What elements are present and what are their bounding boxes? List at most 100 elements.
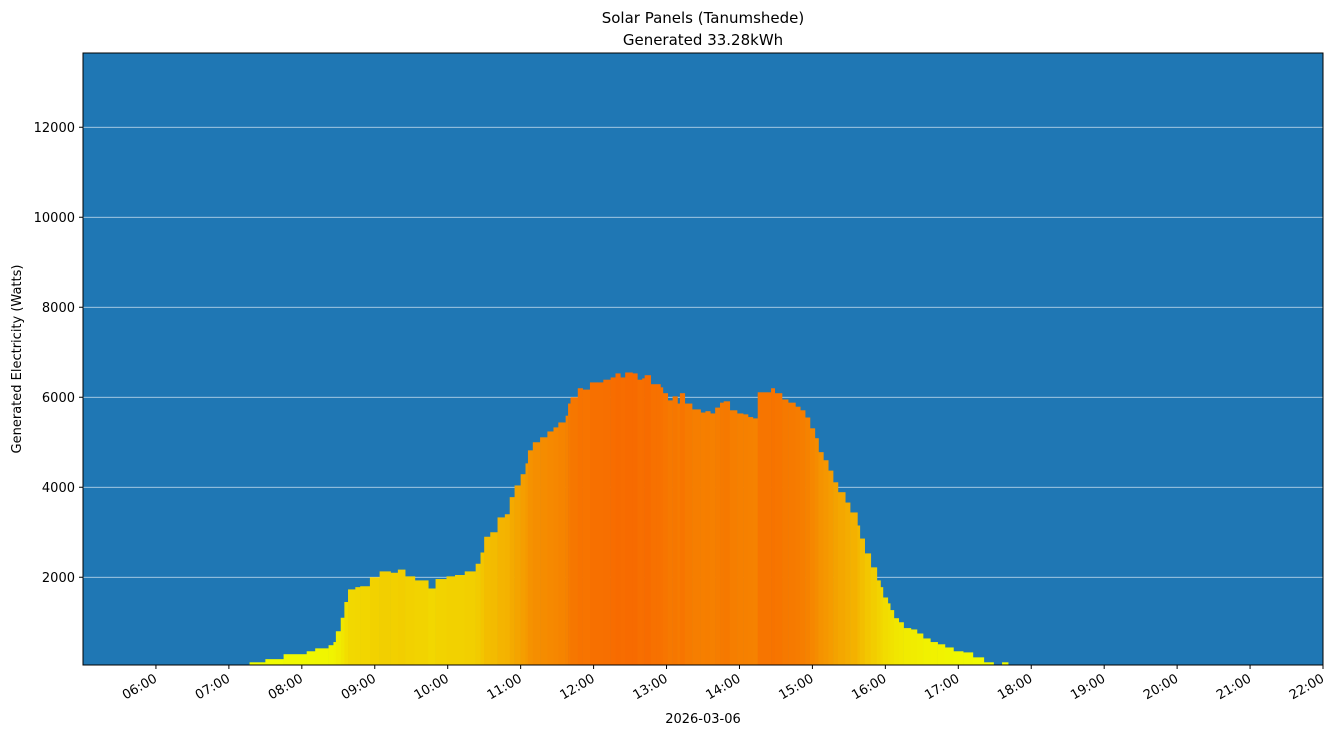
bar — [391, 573, 399, 665]
bar — [651, 384, 657, 665]
x-tick-label: 06:00 — [120, 671, 160, 703]
bar — [771, 388, 775, 665]
bar — [336, 631, 341, 665]
bar — [436, 579, 447, 665]
bar — [515, 485, 521, 665]
bar — [370, 577, 380, 665]
bar — [405, 576, 415, 665]
bar — [850, 512, 858, 665]
bar — [415, 580, 429, 665]
bar — [657, 384, 661, 665]
bar — [329, 645, 334, 665]
bar — [620, 377, 625, 665]
x-tick-label: 18:00 — [995, 671, 1035, 703]
y-tick-label: 2000 — [42, 571, 75, 586]
x-tick-label: 22:00 — [1287, 671, 1327, 703]
bar — [645, 375, 651, 665]
bar — [526, 463, 529, 665]
x-tick-label: 20:00 — [1141, 671, 1181, 703]
y-axis-label: Generated Electricity (Watts) — [10, 265, 25, 454]
bar — [566, 416, 569, 665]
bar — [800, 410, 805, 665]
x-tick-label: 19:00 — [1068, 671, 1108, 703]
bar — [904, 628, 912, 665]
bar — [333, 642, 336, 665]
bar — [894, 618, 899, 665]
bar — [615, 373, 620, 665]
bar — [828, 471, 833, 665]
bar — [737, 413, 743, 665]
bar — [307, 651, 316, 665]
bar — [710, 413, 715, 665]
bar — [533, 442, 541, 665]
x-tick-label: 07:00 — [193, 671, 233, 703]
bar — [685, 404, 693, 665]
y-tick-label: 12000 — [34, 121, 75, 136]
bar — [880, 587, 883, 665]
bar — [547, 431, 553, 665]
bar — [510, 497, 515, 665]
bar — [360, 586, 370, 665]
bar — [455, 575, 465, 665]
bar — [498, 517, 506, 665]
bar — [748, 417, 753, 665]
bar — [911, 629, 917, 665]
bar — [823, 460, 828, 665]
bar — [888, 603, 891, 665]
x-tick-label: 11:00 — [485, 671, 525, 703]
bar — [476, 564, 481, 665]
bar — [355, 587, 360, 665]
bar — [945, 647, 954, 665]
x-tick-label: 16:00 — [849, 671, 889, 703]
x-tick-label: 17:00 — [922, 671, 962, 703]
x-tick-label: 08:00 — [266, 671, 306, 703]
bar — [583, 390, 591, 665]
y-tick-label: 4000 — [42, 481, 75, 496]
bar — [484, 537, 490, 665]
bar — [642, 378, 645, 665]
bar — [590, 382, 598, 665]
y-tick-label: 6000 — [42, 391, 75, 406]
bar — [815, 438, 819, 665]
y-tick-label: 10000 — [34, 211, 75, 226]
bar — [348, 589, 356, 665]
bar — [568, 404, 571, 665]
bar — [810, 428, 815, 665]
bar — [680, 393, 685, 665]
bar — [597, 382, 603, 665]
bar — [795, 407, 800, 665]
bar — [428, 589, 436, 666]
bar — [344, 602, 348, 665]
bar — [860, 539, 865, 665]
bar — [632, 373, 637, 665]
bar — [505, 514, 510, 665]
bar — [705, 411, 710, 665]
bar — [805, 418, 810, 666]
bar — [782, 400, 788, 666]
bar — [315, 648, 329, 665]
bar — [603, 380, 611, 665]
bar — [865, 553, 871, 665]
bar — [833, 482, 838, 665]
bar — [677, 404, 680, 665]
bar — [938, 644, 946, 665]
bar — [857, 526, 860, 666]
bar — [490, 532, 498, 665]
bar — [724, 401, 730, 665]
bar — [838, 492, 846, 665]
bar — [917, 634, 923, 666]
bar — [637, 380, 642, 665]
bar — [465, 571, 476, 665]
bar — [953, 651, 963, 665]
bar — [663, 393, 668, 665]
bar — [611, 377, 616, 665]
chart-subtitle: Generated 33.28kWh — [623, 31, 783, 49]
x-tick-label: 12:00 — [558, 671, 598, 703]
bar — [570, 397, 578, 665]
bar — [930, 642, 938, 665]
bar — [923, 638, 931, 665]
bar — [720, 403, 724, 665]
x-tick-label: 13:00 — [631, 671, 671, 703]
bar — [528, 450, 533, 665]
